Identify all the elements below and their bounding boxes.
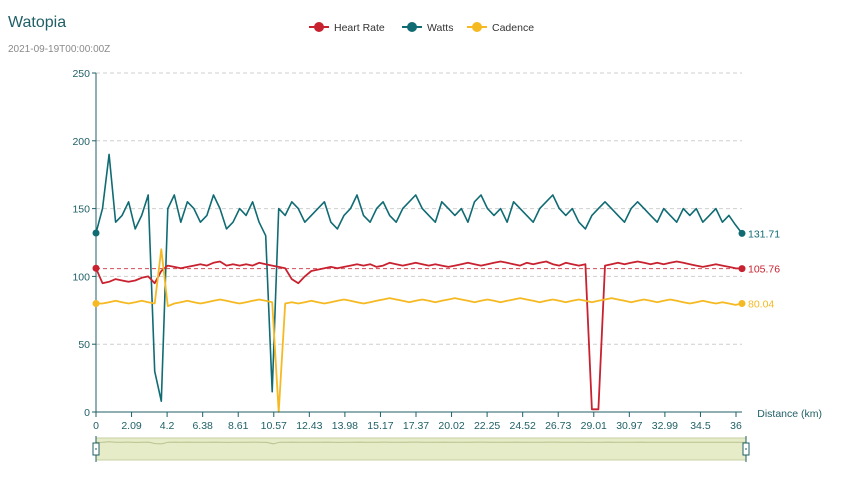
x-tick-label: 2.09 <box>121 420 142 432</box>
series-group <box>92 153 746 413</box>
range-selector-preview-line <box>95 441 747 445</box>
x-tick-label: 4.2 <box>160 420 175 432</box>
x-tick-label: 10.57 <box>261 420 287 432</box>
legend-item-heart-rate[interactable]: Heart Rate <box>309 22 385 34</box>
y-tick-label: 100 <box>72 271 90 283</box>
y-tick-label: 50 <box>78 339 90 351</box>
x-axis-title: Distance (km) <box>757 408 822 420</box>
legend-item-watts[interactable]: Watts <box>402 22 453 34</box>
x-tick-label: 13.98 <box>332 420 358 432</box>
range-selector-track <box>95 437 747 461</box>
end-value-labels: 105.76 131.71 80.04 <box>748 228 780 310</box>
watts-line <box>95 153 743 403</box>
legend-swatch-dot <box>472 22 482 32</box>
grid-lines <box>96 72 742 345</box>
legend[interactable]: Heart Rate Watts Cadence <box>309 22 534 34</box>
legend-swatch-dot <box>314 22 324 32</box>
heart-rate-end-point <box>738 265 746 273</box>
x-tick-label: 20.02 <box>438 420 464 432</box>
x-tick-label: 29.01 <box>581 420 607 432</box>
x-tick-label: 24.52 <box>510 420 536 432</box>
x-tick-label: 34.5 <box>690 420 711 432</box>
x-tick-label: 32.99 <box>652 420 678 432</box>
x-tick-label: 30.97 <box>616 420 642 432</box>
watts-last-value: 131.71 <box>748 228 780 240</box>
y-tick-label: 250 <box>72 68 90 80</box>
watts-end-point <box>738 229 746 237</box>
watts-start-point <box>92 229 100 237</box>
x-tick-label: 22.25 <box>474 420 500 432</box>
legend-label: Heart Rate <box>334 22 385 34</box>
x-axis: 0 2.09 4.2 6.38 8.61 10.57 12.43 13.98 15.17 17.3… <box>93 408 822 432</box>
y-axis: 0 50 100 150 200 250 <box>72 68 97 419</box>
cadence-end-point <box>738 299 746 307</box>
legend-label: Watts <box>427 22 453 34</box>
x-tick-label: 36 <box>730 420 742 432</box>
x-tick-label: 26.73 <box>545 420 571 432</box>
heart-rate-line <box>95 260 743 411</box>
legend-swatch-dot <box>407 22 417 32</box>
x-tick-label: 15.17 <box>367 420 393 432</box>
legend-item-cadence[interactable]: Cadence <box>467 22 534 34</box>
cadence-last-value: 80.04 <box>748 298 774 310</box>
range-selector[interactable] <box>92 436 750 462</box>
x-tick-label: 17.37 <box>403 420 429 432</box>
y-tick-label: 200 <box>72 136 90 148</box>
x-tick-label: 6.38 <box>192 420 213 432</box>
cadence-line <box>96 248 743 413</box>
x-tick-label: 8.61 <box>228 420 249 432</box>
y-tick-label: 150 <box>72 204 90 216</box>
legend-label: Cadence <box>492 22 534 34</box>
x-tick-label: 0 <box>93 420 99 432</box>
range-handle-right[interactable] <box>742 436 750 462</box>
chart-timestamp: 2021-09-19T00:00:00Z <box>8 44 111 55</box>
heart-rate-start-point <box>92 264 100 272</box>
x-tick-label: 12.43 <box>296 420 322 432</box>
cadence-start-point <box>92 300 100 308</box>
chart-title: Watopia <box>8 14 67 31</box>
y-tick-label: 0 <box>84 407 90 419</box>
heart-rate-last-value: 105.76 <box>748 264 780 276</box>
range-handle-left[interactable] <box>92 436 100 462</box>
